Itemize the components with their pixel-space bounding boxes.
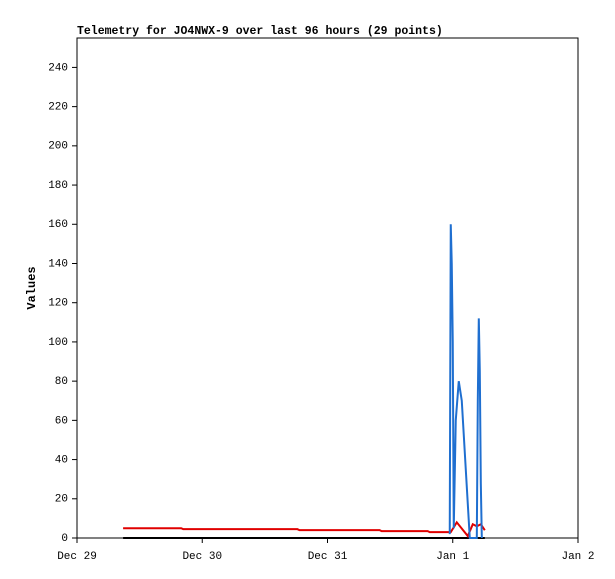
x-tick-label: Jan 2: [561, 551, 594, 563]
x-tick-label: Dec 31: [308, 551, 348, 563]
x-tick-label: Jan 1: [436, 551, 469, 563]
series-line: [448, 224, 483, 539]
y-tick-label: 120: [48, 298, 68, 310]
y-tick-label: 100: [48, 337, 68, 349]
y-tick-label: 220: [48, 102, 68, 114]
plot-frame: [76, 37, 579, 539]
y-tick-label: 180: [48, 180, 68, 192]
y-tick-label: 60: [55, 415, 68, 427]
y-tick-label: 80: [55, 376, 68, 388]
y-tick-label: 140: [48, 258, 68, 270]
series-line: [123, 520, 486, 538]
chart-title: Telemetry for JO4NWX-9 over last 96 hour…: [77, 25, 443, 38]
y-tick-label: 160: [48, 219, 68, 231]
y-tick-label: 0: [61, 533, 68, 545]
x-tick-label: Dec 29: [57, 551, 97, 563]
x-tick-label: Dec 30: [182, 551, 222, 563]
y-tick-label: 240: [48, 62, 68, 74]
y-tick-label: 40: [55, 454, 68, 466]
y-tick-label: 20: [55, 494, 68, 506]
y-tick-label: 200: [48, 141, 68, 153]
y-axis-label: Values: [25, 266, 39, 309]
